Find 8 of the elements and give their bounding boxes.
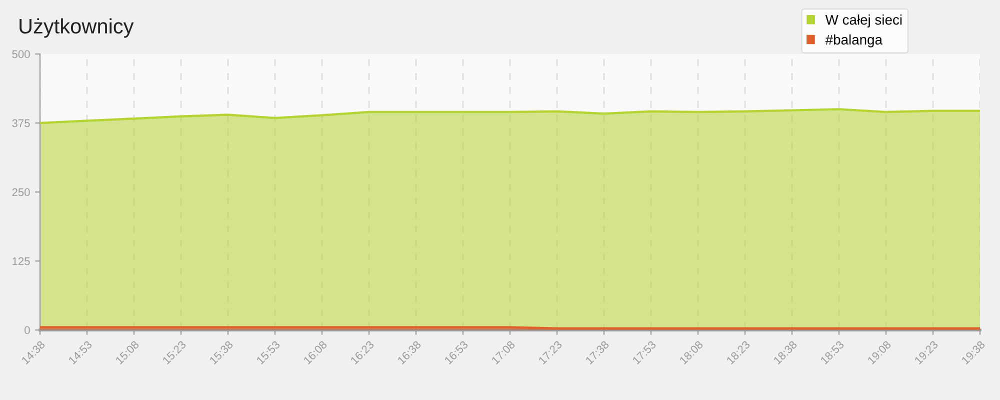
y-tick-label: 0 [24, 326, 30, 334]
legend-label: #balanga [825, 34, 882, 48]
legend-label: W całej sieci [825, 14, 902, 28]
y-tick-label: 250 [12, 188, 30, 196]
y-tick-label: 500 [12, 50, 30, 58]
chart-title: Użytkownicy [20, 18, 134, 38]
y-tick-label: 375 [12, 119, 30, 128]
y-tick-label: 125 [12, 257, 30, 266]
